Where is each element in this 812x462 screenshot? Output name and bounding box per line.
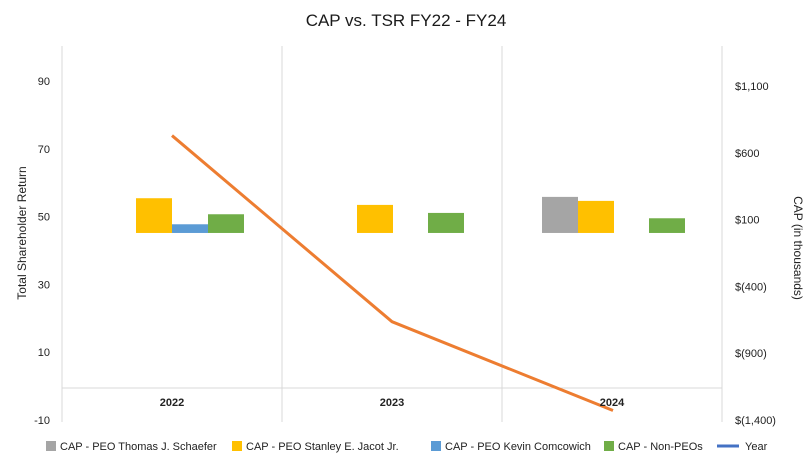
left-tick-label: 70: [38, 144, 50, 156]
left-axis-title: Total Shareholder Return: [15, 166, 29, 299]
legend-label: CAP - PEO Stanley E. Jacot Jr.: [246, 441, 399, 453]
left-tick-label: 50: [38, 212, 50, 224]
legend-label: CAP - PEO Kevin Comcowich: [445, 441, 591, 453]
left-tick-label: 90: [38, 76, 50, 88]
grid: [61, 46, 723, 422]
tsr-line-path: [171, 134, 614, 412]
bar-cap-peo-stanley-e-jacot-jr--2023: [357, 204, 393, 233]
bar-cap-non-peos-2022: [208, 214, 244, 233]
legend-label: Year: [745, 441, 768, 453]
right-axis-title: CAP (in thousands): [791, 196, 805, 300]
bar-cap-non-peos-2023: [428, 212, 464, 233]
bar-cap-peo-thomas-j-schaefer-2024: [542, 196, 578, 233]
legend-label: CAP - Non-PEOs: [618, 441, 703, 453]
bar-cap-peo-kevin-comcowich-2022: [172, 224, 208, 233]
bars: [136, 196, 685, 233]
legend: CAP - PEO Thomas J. Schaefer CAP - PEO St…: [46, 441, 768, 453]
right-tick-label: $(900): [735, 348, 767, 360]
legend-swatch: [46, 441, 56, 451]
legend-swatch: [431, 441, 441, 451]
chart-title: CAP vs. TSR FY22 - FY24: [306, 11, 507, 30]
category-label-2022: 2022: [160, 397, 184, 409]
tsr-line: [171, 134, 614, 412]
left-axis-ticks: 90 70 50 30 10 -10: [34, 76, 50, 427]
legend-swatch: [232, 441, 242, 451]
category-labels: 2022 2023 2024: [160, 397, 625, 409]
bar-cap-peo-stanley-e-jacot-jr--2024: [578, 200, 614, 233]
right-tick-label: $(1,400): [735, 415, 776, 427]
category-label-2023: 2023: [380, 397, 404, 409]
left-tick-label: 10: [38, 347, 50, 359]
legend-swatch: [604, 441, 614, 451]
right-tick-label: $1,100: [735, 81, 769, 93]
bar-cap-non-peos-2024: [649, 218, 685, 233]
bar-cap-peo-stanley-e-jacot-jr--2022: [136, 198, 172, 233]
left-tick-label: 30: [38, 279, 50, 291]
right-tick-label: $(400): [735, 281, 767, 293]
legend-label: CAP - PEO Thomas J. Schaefer: [60, 441, 217, 453]
right-tick-label: $100: [735, 215, 759, 227]
right-tick-label: $600: [735, 148, 759, 160]
left-tick-label: -10: [34, 415, 50, 427]
category-label-2024: 2024: [600, 397, 625, 409]
right-axis-ticks: $1,100 $600 $100 $(400) $(900) $(1,400): [735, 81, 776, 427]
